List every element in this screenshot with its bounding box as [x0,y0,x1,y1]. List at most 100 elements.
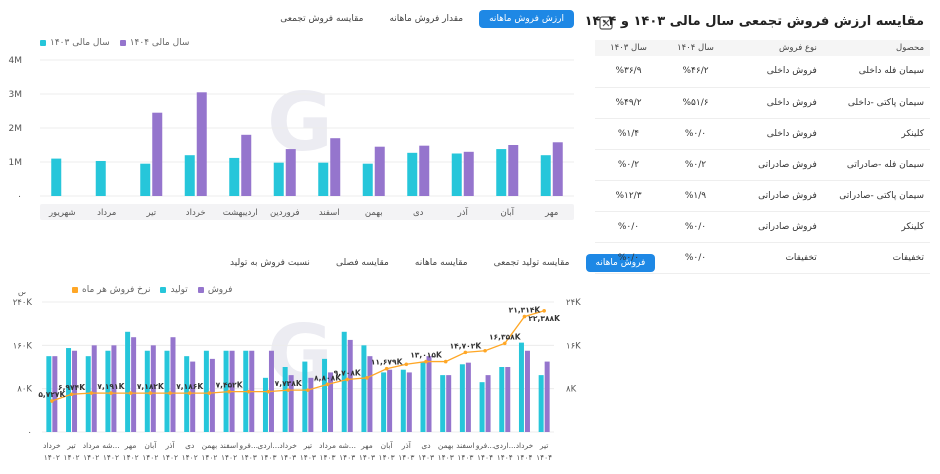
x-tick-label-month: شه... [338,441,355,450]
x-tick-label-month: اردی... [494,441,516,450]
rate-data-label: ۱۴,۷۰۲K [450,341,483,350]
bar-sales [150,345,156,432]
rate-point [384,366,389,371]
cell-1404: %۴۶/۲ [662,56,730,88]
rate-point [463,350,468,355]
cell-sale-type: فروش داخلی [729,118,823,150]
cell-1403: %۳۶/۹ [595,56,663,88]
bar-production [164,350,170,432]
cell-1403: %۰/۰ [595,211,663,243]
cell-1403: %۰/۲ [595,149,663,181]
rate-point [89,391,94,395]
header-year-1404[interactable]: سال ۱۴۰۴ [662,40,730,56]
x-tick-label-year: ۱۴۰۳ [457,453,473,462]
x-tick-label: تیر [145,208,156,218]
x-tick-label: شهریور [48,208,76,218]
x-tick-label-year: ۱۴۰۴ [497,453,513,462]
legend-swatch [197,287,204,293]
y-tick-label: 4M [9,56,23,66]
cell-sale-type: فروش داخلی [729,87,823,119]
y-unit-label: تن [18,292,26,296]
bar-sales [347,339,353,432]
bar-sales [52,356,58,432]
legend-item-sales[interactable]: فروش [197,285,232,295]
tab-monthly-comparison[interactable]: مقایسه ماهانه [414,258,468,268]
header-product[interactable]: محصول [822,40,930,56]
x-tick-label: خرداد [186,208,206,218]
legend-item-production[interactable]: تولید [160,285,188,295]
bar-production [361,345,367,432]
tab-cumulative-comparison[interactable]: مقایسه فروش تجمعی [280,14,364,24]
x-tick-label-year: ۱۴۰۳ [418,453,434,462]
y-tick-label: 2M [9,124,23,134]
table-row: تخفیفات تخفیفات %۰/۰ %۰/۰ [595,242,930,274]
bar-1403 [407,152,418,196]
x-tick-label-month: بهمن [202,441,218,450]
bottom-chart-tabs: نسبت فروش به تولید مقایسه فصلی مقایسه ما… [220,254,656,272]
legend-item-rate[interactable]: نرخ فروش هر ماه [72,285,150,295]
legend-swatch [72,287,78,293]
bar-production [302,361,308,432]
table-row: سیمان پاکتی -صادراتی فروش صادراتی %۱/۹ %۱۲/… [595,180,930,212]
bar-1403 [95,160,106,196]
cell-product: تخفیفات [822,242,930,274]
x-tick-label: دی [413,208,424,218]
table-row: سیمان فله -صادراتی فروش صادراتی %۰/۲ %۰/۲ [595,149,930,181]
rate-point [345,377,350,382]
rate-point [325,382,330,387]
bar-sales [426,356,432,432]
series-line-rate [51,310,545,402]
bar-production [85,356,91,432]
rate-point [148,391,153,395]
cell-sale-type: تخفیفات [729,242,823,274]
x-tick-label-month: تیر [539,441,549,450]
x-axis-band [40,204,574,220]
rate-data-label: ۲۱,۳۱۴K [509,306,542,315]
x-tick-label: آذر [457,206,469,218]
header-sale-type[interactable]: نوع فروش [729,40,823,56]
export-excel-icon[interactable] [599,16,613,30]
bar-1404 [374,146,385,196]
bar-production [203,350,209,432]
monthly-sales-value-chart: G ۰ 1M 2M 3M 4M مهر آبان آذر دی بهمن اسفند فروردین ار… [9,56,574,220]
y-tick-label: 3M [9,90,23,100]
rate-data-label: ۵,۷۲۷K [38,390,66,399]
x-tick-label: مرداد [97,208,116,218]
y-right-tick-label: ۲۴K [566,298,581,308]
tab-seasonal-comparison[interactable]: مقایسه فصلی [335,258,389,268]
rate-point [50,399,54,403]
cell-1404: %۱/۹ [662,180,730,212]
table-header-row: محصول نوع فروش سال ۱۴۰۴ سال ۱۴۰۳ [595,40,930,56]
legend-item-1403[interactable]: سال مالی ۱۴۰۳ [40,38,110,48]
tab-cumulative-production-comparison[interactable]: مقایسه تولید تجمعی [493,258,570,268]
y-left-tick-label: ۲۴۰K [13,298,33,308]
cumulative-sales-table: محصول نوع فروش سال ۱۴۰۴ سال ۱۴۰۳ سیمان ف… [595,40,930,274]
cell-product: سیمان پاکتی -داخلی [822,87,930,119]
x-tick-label-year: ۱۴۰۴ [536,453,552,462]
x-tick-label-year: ۱۴۰۲ [103,453,119,462]
x-tick-label: بهمن [365,208,383,218]
header-year-1403[interactable]: سال ۱۴۰۳ [595,40,663,56]
legend-swatch [160,287,167,293]
top-chart-tabs: مقایسه فروش تجمعی مقدار فروش ماهانه ارزش… [270,10,574,28]
bar-production [538,375,544,432]
x-tick-label-year: ۱۴۰۲ [63,453,79,462]
tab-monthly-sales-value[interactable]: ارزش فروش ماهانه [479,10,574,28]
x-tick-label-year: ۱۴۰۳ [438,453,454,462]
x-tick-label-month: اردی... [257,441,279,450]
bar-sales [91,345,97,432]
bar-1404 [241,134,252,196]
bar-production [479,382,485,432]
bottom-chart-legend: نرخ فروش هر ماه تولید فروش [72,285,232,295]
x-tick-label-year: ۱۴۰۲ [182,453,198,462]
bar-production [420,361,426,432]
cell-1403: %۰/۰ [595,242,663,274]
cell-1404: %۵۱/۶ [662,87,730,119]
x-tick-label: اسفند [319,208,340,218]
bar-sales [485,375,491,432]
tab-monthly-sales-quantity[interactable]: مقدار فروش ماهانه [389,14,464,24]
tab-sales-to-production-ratio[interactable]: نسبت فروش به تولید [230,258,310,268]
legend-item-1404[interactable]: سال مالی ۱۴۰۴ [119,38,189,48]
bar-1403 [273,162,284,196]
x-tick-label-year: ۱۴۰۲ [44,453,60,462]
